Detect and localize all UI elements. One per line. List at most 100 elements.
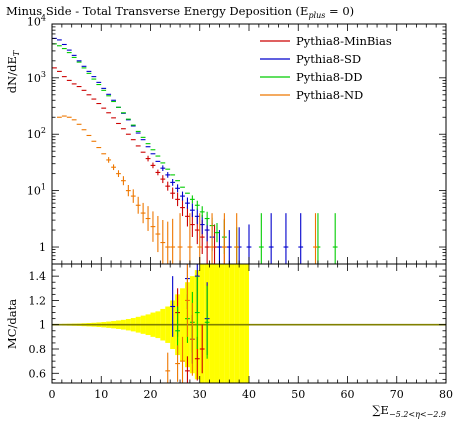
ratio-series [165,264,210,383]
data-point [258,213,264,264]
y-tick-base: 10 [27,185,41,198]
data-point [130,189,136,203]
x-tick-label: 0 [49,388,56,401]
ratio-point [204,285,210,359]
legend-label: Pythia8-DD [296,70,362,84]
data-point [165,221,171,264]
y-tick-base: 1 [39,241,46,254]
data-point [170,187,176,199]
ratio-y-axis: 0.6 0.8 1 1.2 1.4 [29,269,446,380]
x-tick-label: 70 [390,388,404,401]
y-tick-exponent: 1 [41,183,46,192]
data-point [298,213,304,264]
data-point [116,170,121,178]
ratio-band-bin [219,264,225,383]
data-point [226,230,232,264]
data-point [150,162,156,169]
x-tick-label: 10 [94,388,108,401]
data-point [165,172,171,178]
legend-label: Pythia8-ND [296,88,363,102]
data-point [160,175,166,184]
data-point [155,215,161,253]
x-axis-label-text: ∑E [372,403,389,417]
data-point [189,203,195,217]
data-point [111,164,116,171]
x-tick-label: 30 [193,388,207,401]
ratio-band-bin [209,264,215,383]
data-point [140,202,146,224]
chart-title: Minus Side - Total Transverse Energy Dep… [6,4,354,20]
data-point [170,218,176,264]
data-point [135,196,141,214]
ratio-point [165,352,171,383]
data-point [209,213,215,264]
data-point [194,200,200,210]
data-point [145,206,151,231]
series-pythia8-nd [56,115,318,264]
data-point [283,213,289,264]
series-pythia8-sd [52,37,304,264]
data-point [170,178,176,186]
ratio-band-bin [229,264,235,383]
chart-title-text: Minus Side - Total Transverse Energy Dep… [6,4,308,18]
data-point [155,169,161,176]
y-tick-base: 10 [27,128,41,141]
data-point [175,192,180,207]
data-point [212,224,217,264]
ratio-point [199,324,205,374]
ratio-point [189,302,195,376]
series-pythia8-minbias [52,67,227,264]
data-point [268,213,274,264]
y-axis-label-main-sub: T [12,50,21,56]
ratio-point [185,356,190,383]
x-tick-label: 40 [242,388,256,401]
x-tick-label: 60 [341,388,355,401]
main-series [52,37,338,264]
data-point [150,211,156,242]
y-tick-exponent: 2 [41,126,46,135]
y-tick-label: 102 [27,126,46,141]
chart-title-sub: plus [308,11,325,20]
ratio-band-bin [199,264,205,383]
data-point [160,219,166,264]
data-point [214,223,220,243]
data-point [185,197,190,209]
x-axis-ticks: 0 10 20 30 40 50 60 70 80 [49,24,453,401]
data-point [313,213,318,264]
data-point [180,191,185,201]
ratio-point [185,264,190,337]
data-point [106,157,112,163]
data-point [121,176,126,186]
chart-title-end: = 0) [325,4,354,18]
ratio-band-bin [244,264,249,383]
ratio-band [52,264,249,383]
data-point [236,227,242,264]
data-point [187,213,193,264]
ratio-series-pythia8-nd [165,264,195,383]
y-axis-label-ratio: MC/data [5,299,19,349]
ratio-band-bin [234,264,240,383]
data-point [185,206,190,227]
y-tick-exponent: 3 [41,70,46,79]
ratio-tick-label: 1.2 [29,294,47,307]
ratio-point [175,345,180,382]
data-point [175,184,180,193]
y-tick-base: 10 [27,15,41,28]
data-point [234,213,240,264]
data-point [177,213,183,264]
data-point [315,213,321,264]
x-axis-label: ∑E−5.2<η<−2.9 [372,403,446,419]
data-point [165,181,171,191]
data-point [199,206,205,218]
data-point [217,230,222,264]
ratio-tick-label: 0.6 [29,367,47,380]
data-point [194,208,200,225]
y-axis-label-main: dN/dET [5,50,21,93]
ratio-band-bin [224,264,230,383]
legend: Pythia8-MinBias Pythia8-SD Pythia8-DD Pythi… [260,34,392,102]
y-tick-label: 104 [27,13,46,28]
ratio-band-bin [214,264,220,383]
y-tick-label: 101 [27,183,46,198]
ratio-band-bin [239,264,245,383]
